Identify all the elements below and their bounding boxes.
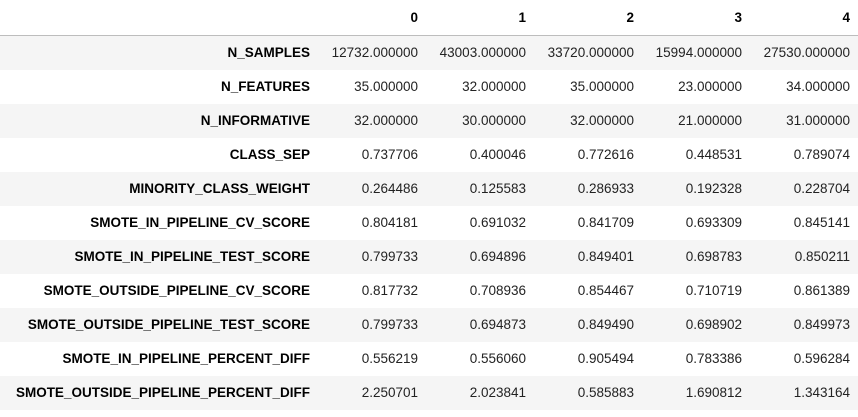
table-cell: 0.849401	[577, 249, 634, 264]
table-cell: 0.789074	[793, 147, 850, 162]
row-label: N_SAMPLES	[227, 45, 310, 61]
table-cell: 0.854467	[577, 283, 634, 298]
table-row: SMOTE_OUTSIDE_PIPELINE_CV_SCORE 0.817732…	[0, 273, 858, 308]
table-cell: 2.250701	[361, 385, 418, 400]
index-header-blank	[0, 0, 318, 36]
table-cell: 32.000000	[462, 79, 526, 94]
table-cell: 0.772616	[577, 147, 634, 162]
table-cell: 0.694896	[469, 249, 526, 264]
row-label: MINORITY_CLASS_WEIGHT	[129, 181, 310, 196]
row-label: N_INFORMATIVE	[200, 113, 310, 128]
table-cell: 0.710719	[685, 283, 742, 298]
table-cell: 0.861389	[793, 283, 850, 298]
table-cell: 1.690812	[685, 385, 742, 400]
column-header: 4	[750, 0, 858, 36]
table-cell: 0.585883	[577, 385, 634, 400]
table-cell: 0.783386	[685, 351, 742, 366]
row-label: SMOTE_IN_PIPELINE_CV_SCORE	[90, 215, 310, 230]
table-cell: 0.850211	[794, 249, 850, 264]
table-cell: 1.343164	[793, 385, 850, 400]
table-row: SMOTE_OUTSIDE_PIPELINE_TEST_SCORE 0.7997…	[0, 307, 858, 342]
table-cell: 31.000000	[786, 113, 850, 128]
table-cell: 0.228704	[793, 181, 850, 196]
table-cell: 0.698783	[685, 249, 742, 264]
table-row: N_FEATURES 35.000000 32.000000 35.000000…	[0, 69, 858, 104]
table-cell: 43003.000000	[439, 45, 526, 61]
table-cell: 0.737706	[361, 147, 418, 162]
table-cell: 32.000000	[354, 113, 418, 128]
header-row: 0 1 2 3 4	[0, 0, 858, 36]
table-cell: 0.286933	[577, 181, 634, 196]
table-row: N_INFORMATIVE 32.000000 30.000000 32.000…	[0, 103, 858, 138]
table-cell: 27530.000000	[763, 45, 850, 61]
table-cell: 0.125583	[469, 181, 526, 196]
table-row: N_SAMPLES 12732.000000 43003.000000 3372…	[0, 35, 858, 70]
table-cell: 0.556060	[469, 351, 526, 366]
table-cell: 0.849490	[577, 317, 634, 332]
table-cell: 0.799733	[361, 249, 418, 264]
table-cell: 0.448531	[685, 147, 742, 162]
table-row: SMOTE_IN_PIPELINE_CV_SCORE 0.804181 0.69…	[0, 205, 858, 240]
row-label: CLASS_SEP	[229, 147, 310, 162]
table-row: SMOTE_IN_PIPELINE_PERCENT_DIFF 0.556219 …	[0, 341, 858, 376]
table-cell: 0.400046	[469, 147, 526, 162]
table-cell: 0.804181	[361, 215, 418, 230]
table-cell: 21.000000	[678, 113, 742, 128]
table-row: SMOTE_OUTSIDE_PIPELINE_PERCENT_DIFF 2.25…	[0, 375, 858, 410]
table-cell: 30.000000	[462, 113, 526, 128]
table-cell: 0.693309	[685, 215, 742, 230]
table-cell: 23.000000	[678, 79, 742, 94]
table-cell: 2.023841	[469, 385, 526, 400]
table-cell: 0.845141	[793, 215, 850, 230]
table-cell: 15994.000000	[655, 45, 742, 61]
table-cell: 0.905494	[577, 351, 634, 366]
table-cell: 0.694873	[469, 317, 526, 332]
table-cell: 35.000000	[354, 79, 418, 94]
table-cell: 0.849973	[793, 317, 850, 332]
table-cell: 0.708936	[469, 283, 526, 298]
table-cell: 0.799733	[361, 317, 418, 332]
column-header: 1	[426, 0, 534, 36]
row-label: SMOTE_OUTSIDE_PIPELINE_PERCENT_DIFF	[15, 385, 310, 400]
table-cell: 0.556219	[361, 351, 418, 366]
table-row: MINORITY_CLASS_WEIGHT 0.264486 0.125583 …	[0, 171, 858, 206]
table-cell: 35.000000	[570, 79, 634, 94]
table-row: CLASS_SEP 0.737706 0.400046 0.772616 0.4…	[0, 137, 858, 172]
row-label: SMOTE_OUTSIDE_PIPELINE_TEST_SCORE	[27, 317, 310, 332]
column-header: 0	[318, 0, 426, 36]
table-cell: 0.691032	[469, 215, 526, 230]
table-cell: 0.596284	[793, 351, 850, 366]
table-cell: 0.192328	[685, 181, 742, 196]
table-row: SMOTE_IN_PIPELINE_TEST_SCORE 0.799733 0.…	[0, 239, 858, 274]
row-label: SMOTE_IN_PIPELINE_PERCENT_DIFF	[62, 351, 310, 366]
table-cell: 12732.000000	[331, 45, 418, 61]
table-cell: 32.000000	[570, 113, 634, 128]
table-cell: 0.698902	[685, 317, 742, 332]
table-cell: 34.000000	[786, 79, 850, 94]
table-cell: 0.264486	[361, 181, 418, 196]
column-header: 2	[534, 0, 642, 36]
table-cell: 0.817732	[361, 283, 418, 298]
row-label: SMOTE_OUTSIDE_PIPELINE_CV_SCORE	[43, 283, 310, 298]
row-label: SMOTE_IN_PIPELINE_TEST_SCORE	[74, 249, 310, 264]
table-cell: 0.841709	[577, 215, 634, 230]
table-cell: 33720.000000	[547, 45, 634, 61]
row-label: N_FEATURES	[220, 79, 310, 94]
column-header: 3	[642, 0, 750, 36]
